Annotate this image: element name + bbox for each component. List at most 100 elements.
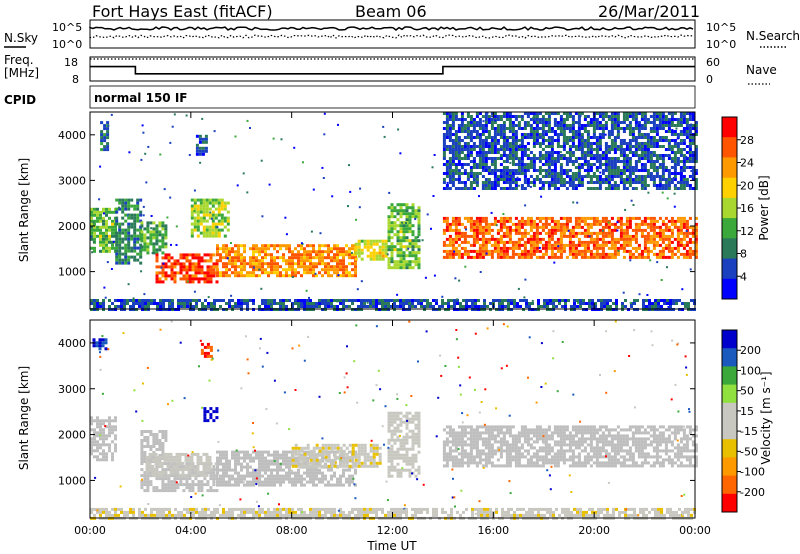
heatmap-cell — [502, 160, 506, 163]
heatmap-cell — [520, 243, 524, 247]
heatmap-cell — [601, 115, 605, 118]
heatmap-speckle — [666, 266, 668, 269]
heatmap-cell — [517, 178, 521, 181]
heatmap-cell — [472, 219, 476, 223]
heatmap-cell — [514, 118, 518, 121]
heatmap-cell — [610, 115, 614, 118]
heatmap-cell — [538, 169, 542, 172]
heatmap-cell — [675, 299, 678, 302]
heatmap-cell — [565, 219, 569, 223]
heatmap-cell — [619, 222, 623, 226]
heatmap-cell — [454, 222, 458, 226]
heatmap-cell — [532, 118, 536, 121]
heatmap-cell — [484, 142, 488, 145]
heatmap-cell — [688, 231, 692, 235]
heatmap-cell — [631, 178, 635, 181]
heatmap-cell — [562, 234, 566, 238]
heatmap-cell — [121, 237, 125, 241]
heatmap-cell — [598, 112, 602, 115]
heatmap-cell — [673, 222, 677, 226]
heatmap-cell — [679, 178, 683, 181]
heatmap-cell — [550, 169, 554, 172]
heatmap-speckle — [681, 288, 684, 291]
heatmap-cell — [592, 255, 596, 259]
heatmap-cell — [454, 163, 458, 166]
heatmap-cell — [628, 130, 632, 133]
heatmap-cell — [205, 207, 209, 211]
heatmap-cell — [457, 169, 461, 172]
heatmap-cell — [195, 149, 199, 153]
heatmap-cell — [219, 274, 222, 278]
heatmap-cell — [146, 245, 150, 249]
heatmap-cell — [541, 121, 545, 124]
heatmap-cell — [676, 219, 680, 223]
heatmap-cell — [146, 230, 150, 234]
heatmap-cell — [291, 274, 294, 278]
heatmap-cell — [207, 305, 210, 308]
heatmap-cell — [312, 265, 315, 269]
heatmap-cell — [195, 152, 199, 156]
heatmap-cell — [130, 234, 134, 238]
heatmap-cell — [149, 471, 153, 475]
heatmap-cell — [562, 139, 566, 142]
heatmap-speckle — [494, 119, 497, 122]
heatmap-cell — [194, 274, 198, 278]
heatmap-cell — [445, 118, 449, 121]
heatmap-cell — [580, 249, 584, 253]
heatmap-speckle — [529, 185, 532, 188]
heatmap-cell — [312, 268, 315, 272]
heatmap-cell — [502, 148, 506, 151]
heatmap-cell — [490, 243, 494, 247]
heatmap-cell — [164, 265, 168, 269]
heatmap-cell — [357, 299, 360, 302]
heatmap-cell — [487, 178, 491, 181]
heatmap-speckle — [540, 195, 543, 198]
heatmap-cell — [676, 216, 680, 220]
heatmap-cell — [118, 255, 122, 259]
heatmap-cell — [426, 299, 429, 302]
heatmap-cell — [622, 178, 626, 181]
heatmap-cell — [188, 489, 192, 493]
heatmap-cell — [553, 175, 557, 178]
heatmap-cell — [487, 240, 491, 244]
heatmap-cell — [598, 187, 602, 190]
freq-bottom-tick: 8 — [72, 73, 79, 86]
heatmap-cell — [469, 139, 473, 142]
heatmap-cell — [508, 169, 512, 172]
heatmap-cell — [685, 130, 689, 133]
heatmap-cell — [514, 157, 518, 160]
heatmap-cell — [679, 166, 683, 169]
heatmap-cell — [625, 112, 629, 115]
heatmap-cell — [399, 230, 403, 234]
heatmap-cell — [115, 222, 119, 226]
heatmap-cell — [146, 474, 150, 478]
heatmap-cell — [282, 244, 285, 248]
heatmap-cell — [622, 160, 626, 163]
heatmap-cell — [211, 210, 215, 214]
heatmap-cell — [607, 172, 611, 175]
heatmap-cell — [124, 255, 128, 259]
heatmap-cell — [234, 256, 237, 260]
heatmap-cell — [132, 302, 135, 305]
heatmap-cell — [336, 250, 339, 254]
heatmap-cell — [478, 142, 482, 145]
heatmap-cell — [197, 474, 201, 478]
heatmap-cell — [448, 151, 452, 154]
heatmap-speckle — [291, 276, 294, 278]
heatmap-cell — [499, 127, 503, 130]
heatmap-cell — [411, 251, 415, 255]
heatmap-cell — [670, 118, 674, 121]
heatmap-cell — [610, 130, 614, 133]
heatmap-cell — [475, 225, 479, 229]
heatmap-cell — [616, 145, 620, 148]
heatmap-cell — [613, 175, 617, 178]
heatmap-cell — [634, 231, 638, 235]
heatmap-cell — [490, 181, 494, 184]
heatmap-cell — [631, 118, 635, 121]
heatmap-cell — [170, 274, 174, 278]
heatmap-cell — [571, 234, 575, 238]
heatmap-cell — [324, 271, 327, 275]
heatmap-cell — [146, 477, 150, 481]
heatmap-cell — [228, 268, 231, 272]
heatmap-cell — [182, 489, 186, 493]
